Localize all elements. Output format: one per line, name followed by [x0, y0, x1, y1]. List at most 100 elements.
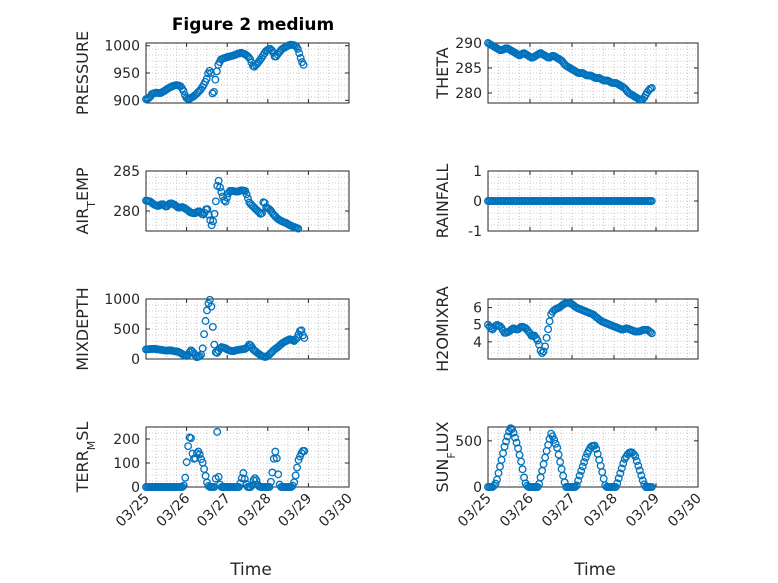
data-point — [198, 344, 207, 353]
data-point — [548, 432, 557, 441]
data-series — [484, 39, 656, 104]
y-axis-label: RAINFALL — [433, 164, 452, 239]
data-point — [211, 197, 220, 206]
data-point — [201, 471, 210, 480]
data-point — [213, 427, 222, 436]
data-point — [293, 44, 302, 53]
data-point — [509, 428, 518, 437]
data-point — [575, 471, 584, 480]
data-point — [211, 75, 220, 84]
data-point — [647, 197, 656, 205]
y-tick-label: 280 — [455, 86, 482, 102]
y-tick-label: 0 — [473, 480, 482, 496]
data-point — [208, 322, 217, 331]
data-point — [236, 479, 245, 488]
data-point — [631, 452, 640, 461]
x-tick-label: 03/29 — [275, 491, 315, 531]
data-point — [554, 450, 563, 459]
x-tick-label: 03/26 — [497, 490, 537, 530]
data-point — [210, 209, 219, 218]
panel-air_temp: 280 285 AIRTEMP — [73, 164, 350, 235]
data-point — [634, 461, 643, 470]
x-tick-label: 03/28 — [581, 491, 621, 531]
data-point — [210, 340, 219, 349]
data-point — [518, 465, 527, 474]
panel-pressure: 900 950 1000 PRESSURE — [73, 31, 350, 115]
data-point — [223, 193, 231, 202]
data-point — [295, 49, 304, 58]
y-tick-label: 285 — [455, 61, 482, 77]
x-tick-label: 03/27 — [539, 491, 579, 531]
data-series — [484, 197, 656, 205]
y-tick-label: 0 — [131, 480, 140, 496]
data-point — [195, 352, 204, 360]
data-point — [598, 468, 607, 477]
data-point — [647, 84, 656, 92]
data-point — [300, 334, 309, 342]
data-point — [300, 447, 309, 455]
data-point — [195, 450, 204, 459]
data-point — [200, 330, 209, 339]
data-point — [541, 342, 550, 351]
y-tick-label: 950 — [113, 66, 140, 82]
data-point — [556, 457, 565, 466]
data-point — [242, 190, 251, 199]
data-point — [632, 457, 641, 466]
data-point — [541, 453, 550, 462]
axes-box — [487, 426, 699, 488]
data-point — [257, 209, 266, 218]
y-tick-label: 500 — [455, 434, 482, 450]
x-axis-label-right: Time — [573, 560, 616, 580]
y-tick-label: 500 — [113, 322, 140, 338]
data-point — [246, 483, 255, 491]
y-tick-label: 280 — [113, 204, 140, 220]
data-point — [204, 210, 213, 219]
data-point — [538, 466, 547, 475]
data-point — [272, 454, 281, 463]
x-tick-label: 03/26 — [154, 490, 194, 530]
data-point — [269, 454, 278, 463]
y-tick-label: 5 — [473, 318, 482, 334]
data-point — [580, 458, 589, 467]
data-point — [635, 466, 644, 475]
data-point — [503, 432, 512, 441]
data-point — [545, 317, 554, 326]
data-point — [491, 479, 500, 488]
data-point — [577, 466, 586, 475]
x-tick-label: 03/25 — [455, 491, 495, 531]
data-point — [181, 473, 190, 482]
data-series — [142, 427, 309, 491]
y-axis-label: THETA — [433, 47, 452, 99]
x-tick-label: 03/30 — [665, 491, 705, 531]
y-axis-label: PRESSURE — [73, 31, 92, 115]
data-point — [553, 443, 562, 452]
data-point — [207, 302, 216, 311]
data-point — [299, 60, 308, 69]
data-point — [578, 462, 587, 471]
data-point — [209, 217, 217, 226]
data-series — [484, 424, 656, 491]
data-point — [294, 224, 303, 233]
x-tick-label: 03/30 — [316, 491, 356, 531]
x-tick-label: 03/28 — [235, 491, 275, 531]
y-tick-label: 290 — [455, 36, 482, 52]
y-axis-label: SUNFLUX — [433, 421, 458, 492]
data-point — [517, 457, 526, 466]
x-tick-label: 03/29 — [623, 491, 663, 531]
data-point — [538, 349, 547, 357]
data-point — [511, 433, 519, 442]
data-point — [179, 481, 188, 490]
data-point — [613, 479, 622, 488]
data-point — [571, 483, 580, 491]
data-point — [207, 221, 216, 230]
data-point — [216, 183, 224, 192]
x-axis-label-left: Time — [229, 560, 272, 580]
data-point — [202, 74, 211, 83]
y-tick-label: 285 — [113, 164, 140, 180]
data-point — [221, 197, 230, 206]
data-point — [291, 471, 300, 480]
data-point — [592, 444, 601, 453]
